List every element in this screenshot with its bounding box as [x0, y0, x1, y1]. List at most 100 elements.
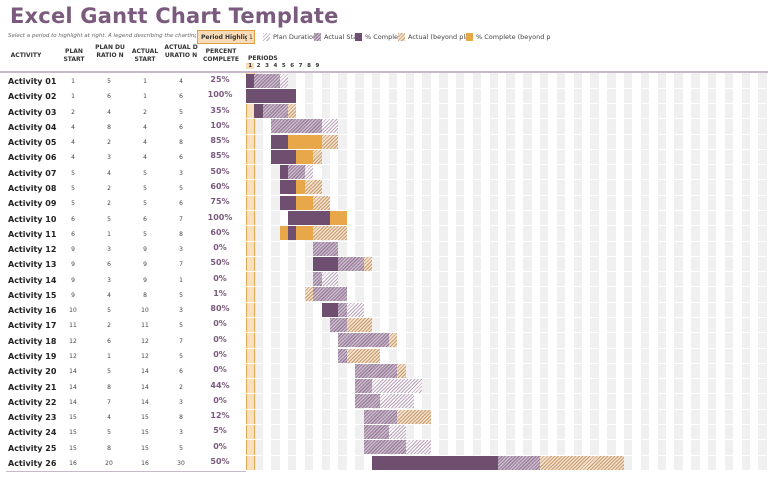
gantt-bar-solid-dark [313, 256, 339, 271]
row-divider [246, 286, 768, 288]
activity-name: Activity 07 [8, 168, 57, 178]
table-row: Activity 22 14 7 14 3 0% [0, 395, 246, 410]
row-divider [246, 210, 768, 212]
cell-as: 1 [143, 78, 147, 85]
activity-name: Activity 16 [8, 306, 57, 316]
legend-swatch-icon [314, 33, 321, 41]
cell-ps: 9 [71, 246, 75, 254]
table-row: Activity 02 1 6 1 6 100% [0, 89, 246, 104]
header-plan-duration: PLAN DURATIO N [95, 44, 125, 59]
cell-ps: 15 [69, 414, 77, 422]
period-highlight-value[interactable]: 1 [249, 33, 253, 41]
cell-ps: 5 [71, 169, 75, 177]
cell-as: 16 [141, 460, 149, 467]
cell-ps: 6 [71, 230, 75, 238]
cell-ad: 8 [179, 139, 183, 147]
period-number: 8 [307, 63, 311, 69]
gantt-bar-hatch-orange [313, 195, 330, 210]
cell-ad: 5 [179, 322, 183, 330]
cell-as: 5 [143, 200, 147, 208]
gantt-bar-hatch-dense [498, 455, 540, 470]
legend-swatch-icon [263, 33, 270, 41]
cell-pd: 8 [107, 444, 111, 452]
cell-ps: 1 [71, 78, 75, 85]
cell-as: 2 [143, 108, 147, 116]
cell-ps: 4 [71, 154, 75, 162]
cell-pd: 20 [105, 460, 113, 467]
row-divider [246, 378, 768, 380]
table-row: Activity 09 5 2 5 6 75% [0, 196, 246, 211]
cell-pd: 6 [107, 261, 111, 269]
cell-as: 4 [143, 154, 147, 162]
gantt-bar-hatch-light [388, 424, 406, 439]
gantt-bar-hatch-dense [363, 424, 389, 439]
percent-complete: 100% [207, 212, 233, 222]
percent-complete: 0% [213, 350, 227, 360]
legend-label: Actual Sta [324, 33, 358, 41]
row-divider [246, 347, 768, 349]
gantt-bar-hatch-orange [346, 348, 381, 363]
cell-pd: 5 [107, 78, 111, 85]
legend-label: Actual (beyond plar [408, 33, 472, 41]
cell-pd: 3 [107, 154, 111, 162]
cell-as: 5 [143, 230, 147, 238]
percent-complete: 75% [210, 197, 230, 207]
row-divider [246, 103, 768, 105]
cell-pd: 5 [107, 215, 111, 223]
row-divider [246, 194, 768, 196]
cell-ps: 6 [71, 215, 75, 223]
cell-ad: 3 [179, 307, 183, 315]
gantt-bar-hatch-light [321, 272, 339, 287]
activity-name: Activity 18 [8, 336, 57, 346]
legend-item: Plan Duratior [263, 33, 316, 41]
table-row: Activity 12 9 3 9 3 0% [0, 242, 246, 257]
gantt-bar-solid-orange [296, 149, 314, 164]
gantt-bar-hatch-orange [313, 149, 322, 164]
cell-as: 10 [141, 307, 149, 315]
cell-as: 6 [143, 215, 147, 223]
percent-complete: 60% [210, 181, 230, 191]
cell-ad: 3 [179, 429, 183, 437]
percent-complete: 12% [210, 411, 230, 421]
cell-as: 4 [143, 123, 147, 131]
cell-ad: 6 [179, 368, 183, 376]
activity-name: Activity 04 [8, 122, 57, 132]
table-row: Activity 08 5 2 5 5 60% [0, 181, 246, 196]
cell-ps: 12 [69, 337, 77, 345]
gantt-bar-solid-dark [271, 149, 297, 164]
percent-complete: 35% [210, 105, 230, 115]
period-number: 7 [298, 63, 303, 69]
cell-ad: 5 [179, 108, 183, 116]
cell-pd: 5 [107, 368, 111, 376]
gantt-bar-hatch-dense [313, 287, 347, 302]
legend-label: Plan Duratior [273, 33, 316, 41]
cell-ad: 8 [179, 230, 183, 238]
percent-complete: 0% [213, 243, 227, 253]
cell-ps: 9 [71, 261, 75, 269]
page-title: Excel Gantt Chart Template [10, 4, 339, 28]
period-highlight-field[interactable]: Period Highlig 1 [197, 30, 255, 44]
gantt-bar-hatch-light [321, 119, 339, 134]
cell-pd: 3 [107, 246, 111, 254]
activity-name: Activity 26 [8, 459, 57, 468]
percent-complete: 100% [207, 90, 233, 100]
activity-name: Activity 02 [8, 92, 57, 102]
gantt-bar-hatch-orange [288, 104, 297, 119]
activity-name: Activity 24 [8, 428, 57, 438]
gantt-bar-solid-orange [296, 226, 314, 241]
row-divider [246, 301, 768, 303]
cell-pd: 1 [107, 353, 111, 361]
period-number: 4 [273, 63, 278, 69]
table-row: Activity 26 16 20 16 30 50% [0, 456, 246, 471]
cell-ad: 6 [179, 123, 183, 131]
row-divider [246, 362, 768, 364]
cell-ad: 3 [179, 169, 183, 177]
gantt-bar-solid-dark [279, 165, 288, 180]
gantt-bar-hatch-dense [355, 363, 398, 378]
percent-complete: 0% [213, 395, 227, 405]
row-divider [246, 133, 768, 135]
gantt-bar-solid-orange [330, 211, 347, 226]
table-row: Activity 24 15 5 15 3 5% [0, 425, 246, 440]
table-row: Activity 20 14 5 14 6 0% [0, 364, 246, 379]
row-divider [246, 271, 768, 273]
